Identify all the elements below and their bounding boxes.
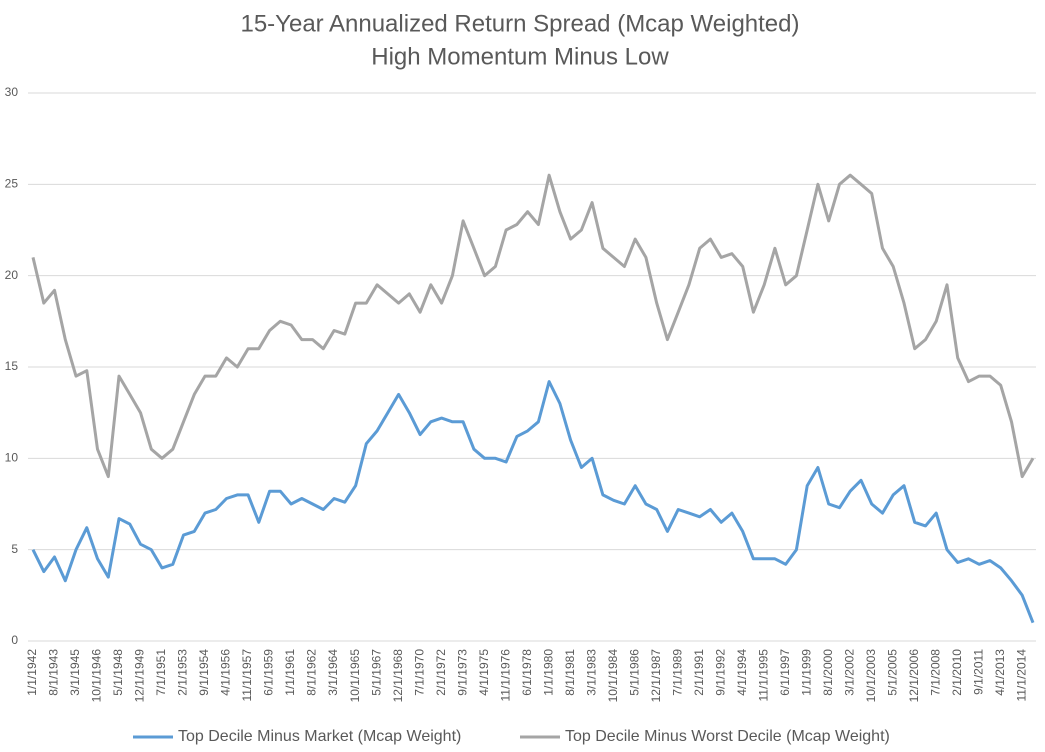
x-tick-label: 7/1/1989 [670,649,684,696]
y-tick-label: 10 [5,451,19,465]
x-tick-label: 3/1/1983 [584,649,598,696]
x-tick-label: 10/1/1965 [348,649,362,703]
x-tick-label: 1/1/1961 [283,649,297,696]
x-tick-label: 8/1/1962 [305,649,319,696]
chart-subtitle: High Momentum Minus Low [371,43,669,70]
x-tick-label: 10/1/1946 [90,649,104,703]
chart-title: 15-Year Annualized Return Spread (Mcap W… [240,10,799,37]
x-tick-label: 6/1/1959 [262,649,276,696]
y-tick-label: 25 [5,177,19,191]
x-tick-label: 5/1/2005 [885,649,899,696]
x-tick-label: 2/1/1953 [176,649,190,696]
x-tick-label: 9/1/1973 [455,649,469,696]
x-tick-label: 1/1/1999 [799,649,813,696]
x-tick-label: 9/1/1954 [197,649,211,696]
legend-label: Top Decile Minus Worst Decile (Mcap Weig… [565,728,890,745]
y-tick-label: 20 [5,268,19,282]
x-tick-label: 7/1/1970 [412,649,426,696]
x-tick-label: 2/1/2010 [950,649,964,696]
x-tick-label: 11/1/1995 [756,649,770,702]
x-tick-label: 11/1/1957 [240,649,254,702]
x-tick-label: 3/1/1945 [68,649,82,696]
x-tick-label: 3/1/2002 [842,649,856,696]
x-tick-label: 7/1/1951 [154,649,168,696]
x-tick-label: 5/1/1986 [627,649,641,696]
x-tick-label: 10/1/1984 [606,649,620,703]
x-tick-label: 11/1/1976 [498,649,512,702]
legend-label: Top Decile Minus Market (Mcap Weight) [178,728,461,745]
x-tick-label: 4/1/2013 [993,649,1007,696]
x-tick-label: 8/1/1981 [563,649,577,696]
y-tick-label: 0 [11,633,18,647]
x-tick-label: 6/1/1997 [778,649,792,696]
x-tick-label: 12/1/2006 [907,649,921,703]
line-series [31,380,1035,624]
x-tick-label: 2/1/1972 [434,649,448,696]
x-tick-label: 3/1/1964 [326,649,340,696]
x-tick-label: 1/1/1942 [25,649,39,696]
y-tick-label: 15 [5,359,19,373]
line-series [31,173,1035,479]
x-tick-label: 7/1/2008 [928,649,942,696]
x-tick-label: 2/1/1991 [692,649,706,696]
x-tick-label: 9/1/2011 [971,649,985,695]
x-tick-label: 11/1/2014 [1014,649,1028,702]
x-tick-label: 4/1/1956 [219,649,233,696]
x-tick-label: 5/1/1948 [111,649,125,696]
x-tick-label: 1/1/1980 [541,649,555,696]
x-tick-label: 4/1/1994 [735,649,749,696]
x-tick-label: 12/1/1968 [391,649,405,703]
x-tick-label: 5/1/1967 [369,649,383,696]
x-tick-label: 10/1/2003 [864,649,878,703]
x-tick-label: 4/1/1975 [477,649,491,696]
x-tick-label: 12/1/1987 [649,649,663,703]
x-tick-label: 12/1/1949 [133,649,147,703]
x-tick-label: 9/1/1992 [713,649,727,696]
x-tick-label: 8/1/2000 [821,649,835,696]
x-tick-label: 6/1/1978 [520,649,534,696]
y-tick-label: 5 [11,542,18,556]
x-tick-label: 8/1/1943 [47,649,61,696]
y-tick-label: 30 [5,85,19,99]
